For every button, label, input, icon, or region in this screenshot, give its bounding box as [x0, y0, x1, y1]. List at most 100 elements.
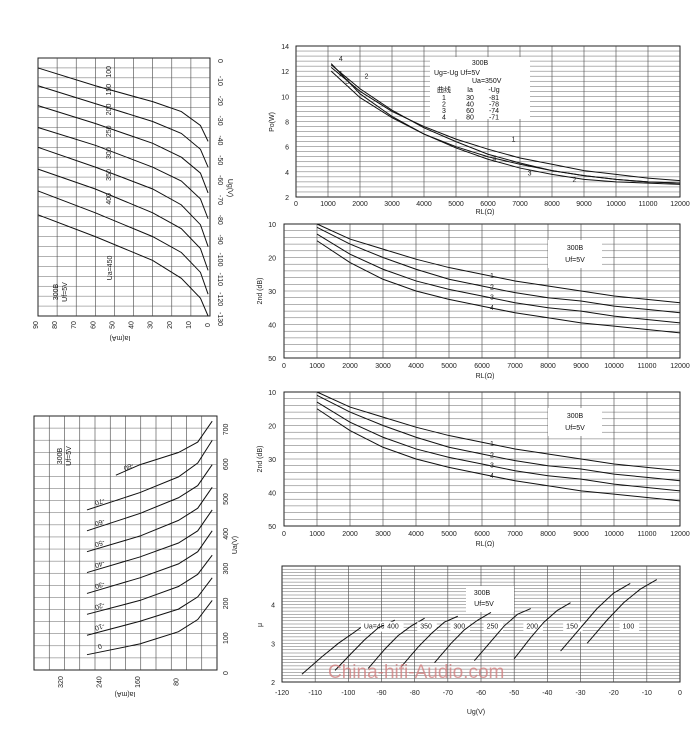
series-line — [316, 394, 681, 482]
x-tick-label: 1000 — [309, 363, 325, 370]
x-tick-label: 12000 — [670, 363, 690, 370]
series-label: -60 — [93, 517, 105, 527]
x-tick-label: 1000 — [309, 531, 325, 538]
y-axis-label: Ua(V) — [232, 536, 239, 554]
x-tick-label: 10000 — [604, 363, 624, 370]
series-label: 2 — [572, 177, 576, 184]
x-tick-label: -100 — [341, 690, 355, 697]
legend-box — [548, 408, 602, 436]
legend-table-header: Ia — [467, 87, 473, 94]
series-line — [473, 608, 531, 662]
series-label: 2 — [490, 285, 494, 292]
series-label: 3 — [528, 171, 532, 178]
x-tick-label: 10 — [186, 321, 193, 329]
x-tick-label: -40 — [542, 690, 552, 697]
legend-title: 300B — [567, 413, 584, 420]
series-label: 150 — [106, 84, 113, 96]
legend-line: Ua=350V — [472, 78, 502, 85]
y-tick-label: -30 — [216, 115, 223, 125]
y-tick-label: -50 — [216, 155, 223, 165]
series-line — [560, 582, 631, 652]
series-label: -80 — [122, 461, 134, 471]
series-label-bg — [523, 621, 543, 632]
y-tick-label: 300 — [223, 563, 230, 575]
chart-ia-ug: 90 80 70 60 50 40 30 20 10 00-10-20-30-40-50-60-7… — [33, 57, 233, 341]
series-label-bg — [563, 621, 583, 632]
y-tick-label: 14 — [281, 44, 289, 51]
series-line — [86, 577, 213, 636]
y-tick-label: 2 — [285, 195, 289, 202]
series-line — [367, 617, 425, 669]
series-line — [86, 554, 213, 615]
series-label: 1 — [512, 137, 516, 144]
series-label: 300 — [453, 624, 465, 631]
x-tick-label: 4000 — [408, 363, 424, 370]
series-line — [330, 67, 681, 182]
x-tick-label: 10000 — [604, 531, 624, 538]
series-label: 350 — [106, 169, 113, 181]
x-tick-label: 2000 — [352, 201, 368, 208]
x-tick-label: 30 — [148, 321, 155, 329]
legend-table-cell: 3 — [442, 108, 446, 115]
legend-line: Uf=5V — [474, 601, 494, 608]
series-line — [434, 611, 492, 663]
series-label: 3 — [345, 79, 349, 86]
series-line — [37, 126, 209, 219]
series-line — [330, 63, 681, 184]
series-line — [86, 600, 213, 656]
series-label: -10 — [93, 621, 105, 631]
x-axis-label: Ia(mA) — [110, 334, 131, 341]
x-tick-label: 5000 — [448, 201, 464, 208]
x-tick-label: 70 — [71, 321, 78, 329]
x-tick-label: 11000 — [638, 531, 657, 538]
y-tick-label: 600 — [223, 458, 230, 470]
x-tick-label: 50 — [109, 321, 116, 329]
chart-po-rl: 0 1000 2000 3000 4000 5000 6000 7000 8000 9000 100… — [269, 44, 690, 216]
x-tick-label: -30 — [575, 690, 585, 697]
x-tick-label: 11000 — [638, 363, 657, 370]
y-tick-label: 3 — [271, 641, 275, 648]
series-label: 100 — [106, 66, 113, 78]
y-tick-label: -80 — [216, 215, 223, 225]
x-tick-label: 12000 — [670, 531, 690, 538]
x-tick-label: 0 — [678, 690, 682, 697]
legend-box — [466, 586, 514, 612]
legend-table-cell: 1 — [442, 95, 446, 102]
series-label: 0 — [96, 642, 102, 650]
x-axis-label: Ia(mA) — [115, 690, 136, 697]
series-line — [316, 226, 681, 314]
y-tick-label: 10 — [268, 390, 276, 397]
x-tick-label: 320 — [58, 676, 65, 688]
x-tick-label: 7000 — [507, 363, 523, 370]
x-tick-label: -120 — [275, 690, 289, 697]
series-line — [37, 105, 209, 194]
y-tick-label: 30 — [268, 457, 276, 464]
x-tick-label: 40 — [129, 321, 136, 329]
x-tick-label: 10000 — [606, 201, 626, 208]
x-axis-label: RL(Ω) — [476, 373, 495, 380]
x-tick-label: 9000 — [576, 201, 592, 208]
y-tick-label: 8 — [285, 120, 289, 127]
y-axis-label: Po(W) — [269, 112, 276, 132]
y-tick-label: 40 — [268, 491, 276, 498]
series-line — [316, 223, 681, 304]
series-line — [513, 602, 571, 660]
series-label: 3 — [490, 295, 494, 302]
y-tick-label: -20 — [216, 96, 223, 106]
legend-table-header: 曲线 — [437, 85, 451, 94]
x-tick-label: -50 — [509, 690, 519, 697]
x-tick-label: 2000 — [342, 531, 358, 538]
series-label: 400 — [106, 193, 113, 205]
x-tick-label: 1000 — [320, 201, 336, 208]
x-axis-label: RL(Ω) — [476, 541, 495, 548]
chart-mu-ug: -120 -110 -100 -90 -80 -70 -60 -50 -40 -30 -20 -10 0… — [257, 565, 682, 716]
x-tick-label: 8000 — [540, 363, 556, 370]
legend-title: 300B — [567, 245, 584, 252]
x-tick-label: 90 — [33, 321, 40, 329]
series-label-bg — [619, 621, 640, 632]
x-tick-label: 5000 — [441, 363, 457, 370]
legend-title: 300B — [53, 284, 60, 301]
legend-table-cell: 30 — [466, 95, 474, 102]
chart-2nd-rl-upper: 0 1000 2000 3000 4000 5000 6000 7000 8000 9000 100… — [257, 222, 690, 380]
series-label-bg — [360, 621, 399, 632]
